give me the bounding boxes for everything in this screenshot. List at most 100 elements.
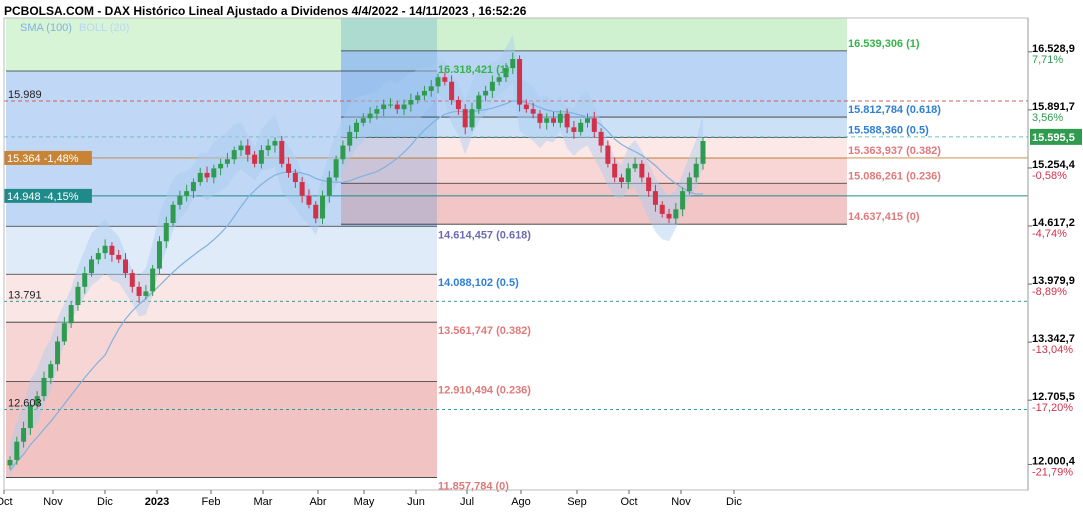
indicator-legend: SMA (100) BOLL (20) xyxy=(20,22,133,34)
candle-body xyxy=(286,163,292,173)
candle-body xyxy=(61,323,67,342)
x-tick-label: Oct xyxy=(620,496,637,508)
candle-body xyxy=(639,163,645,178)
y-tick-price: 12.000,4 xyxy=(1032,455,1076,467)
candle-body xyxy=(605,145,611,164)
candle-body xyxy=(421,90,427,96)
candle-body xyxy=(252,154,258,164)
candle-body xyxy=(102,245,108,254)
fib-long-label: 11.857,784 (0) xyxy=(438,480,509,492)
candle-body xyxy=(686,177,692,192)
candle-body xyxy=(360,118,366,123)
candle-body xyxy=(21,428,27,442)
candle-body xyxy=(347,131,353,146)
candle-body xyxy=(415,95,421,101)
candle-body xyxy=(510,59,516,69)
candle-body xyxy=(218,163,224,169)
candle-body xyxy=(530,109,536,114)
candle-body xyxy=(483,90,489,96)
candle-body xyxy=(476,95,482,110)
y-tick-pct: -8,89% xyxy=(1032,286,1067,298)
fib-short-label: 15.086,261 (0.236) xyxy=(848,170,941,182)
candle-body xyxy=(551,118,557,123)
y-tick-pct: -4,74% xyxy=(1032,228,1067,240)
candle-body xyxy=(156,241,162,269)
x-tick-label: Sep xyxy=(567,496,587,508)
fib-short-label: 15.363,937 (0.382) xyxy=(848,145,941,157)
ref-level-tag xyxy=(4,150,92,165)
fib-short-top-zone xyxy=(341,18,847,51)
candle-body xyxy=(224,159,230,164)
candle-body xyxy=(381,104,387,110)
y-tick-pct: 3,56% xyxy=(1032,112,1063,124)
x-tick-label: Abr xyxy=(309,496,326,508)
candle-body xyxy=(367,113,373,119)
candle-body xyxy=(374,109,380,114)
fib-long-label: 16.318,421 (1) xyxy=(438,64,510,76)
sma-legend: SMA (100) xyxy=(20,22,72,34)
y-tick-pct: -0,58% xyxy=(1032,170,1067,182)
candle-body xyxy=(170,204,176,224)
fib-long-label: 12.910,494 (0.236) xyxy=(438,385,531,397)
fib-long-label: 14.614,457 (0.618) xyxy=(438,229,531,241)
candle-body xyxy=(163,223,169,242)
ref-level-label: 13.791 xyxy=(8,289,42,301)
last-price-label: 15.595,5 xyxy=(1032,132,1075,144)
x-tick-label: Dic xyxy=(97,496,113,508)
x-tick-label: May xyxy=(354,496,375,508)
fib-short-label: 14.637,415 (0) xyxy=(848,211,920,223)
candle-body xyxy=(123,259,128,274)
fib-long-zone xyxy=(6,381,437,478)
x-tick-label: Nov xyxy=(671,496,691,508)
candle-body xyxy=(666,213,672,219)
candle-body xyxy=(197,172,203,183)
fib-long-zone xyxy=(6,322,437,382)
fib-short-zone xyxy=(341,137,847,158)
candle-body xyxy=(354,122,359,132)
x-tick-label: Feb xyxy=(202,496,221,508)
x-tick-label: Ago xyxy=(511,496,531,508)
candle-body xyxy=(272,141,278,146)
candle-body xyxy=(517,59,523,105)
candle-body xyxy=(489,81,495,91)
y-tick-price: 13.979,9 xyxy=(1032,275,1075,287)
x-tick-label: Nov xyxy=(43,496,63,508)
candle-body xyxy=(401,104,407,110)
candle-body xyxy=(462,109,468,128)
candle-body xyxy=(211,168,217,178)
ref-level-label: 15.989 xyxy=(8,89,42,101)
y-tick-price: 15.891,7 xyxy=(1032,101,1075,113)
y-tick-pct: -17,20% xyxy=(1032,402,1073,414)
candle-body xyxy=(326,177,332,196)
y-tick-price: 14.617,2 xyxy=(1032,217,1075,229)
candle-body xyxy=(14,441,20,460)
candle-body xyxy=(279,141,285,164)
y-tick-pct: 7,71% xyxy=(1032,54,1063,66)
candle-body xyxy=(68,305,74,324)
candle-body xyxy=(537,113,543,123)
candle-body xyxy=(41,377,47,397)
candle-body xyxy=(449,81,455,101)
candle-body xyxy=(523,104,529,110)
candle-body xyxy=(625,168,631,183)
candle-body xyxy=(143,291,149,296)
candle-body xyxy=(632,163,638,169)
x-tick-label: Dic xyxy=(726,496,742,508)
fib-short-label: 15.588,360 (0.5) xyxy=(848,125,929,137)
y-tick-price: 16.528,9 xyxy=(1032,43,1075,55)
candle-body xyxy=(184,191,190,196)
chart-title: PCBOLSA.COM - DAX Histórico Lineal Ajust… xyxy=(4,4,527,18)
candle-body xyxy=(618,177,624,183)
candle-body xyxy=(245,145,251,155)
candle-body xyxy=(150,268,156,292)
candle-body xyxy=(700,141,706,164)
candle-body xyxy=(109,245,115,255)
x-tick-label: Oct xyxy=(0,496,13,508)
candle-body xyxy=(585,118,590,123)
x-tick-label: Jul xyxy=(460,496,474,508)
candle-body xyxy=(455,100,461,110)
candle-body xyxy=(136,286,142,296)
candle-body xyxy=(578,122,584,132)
fib-short-label: 16.539,306 (1) xyxy=(848,38,920,50)
